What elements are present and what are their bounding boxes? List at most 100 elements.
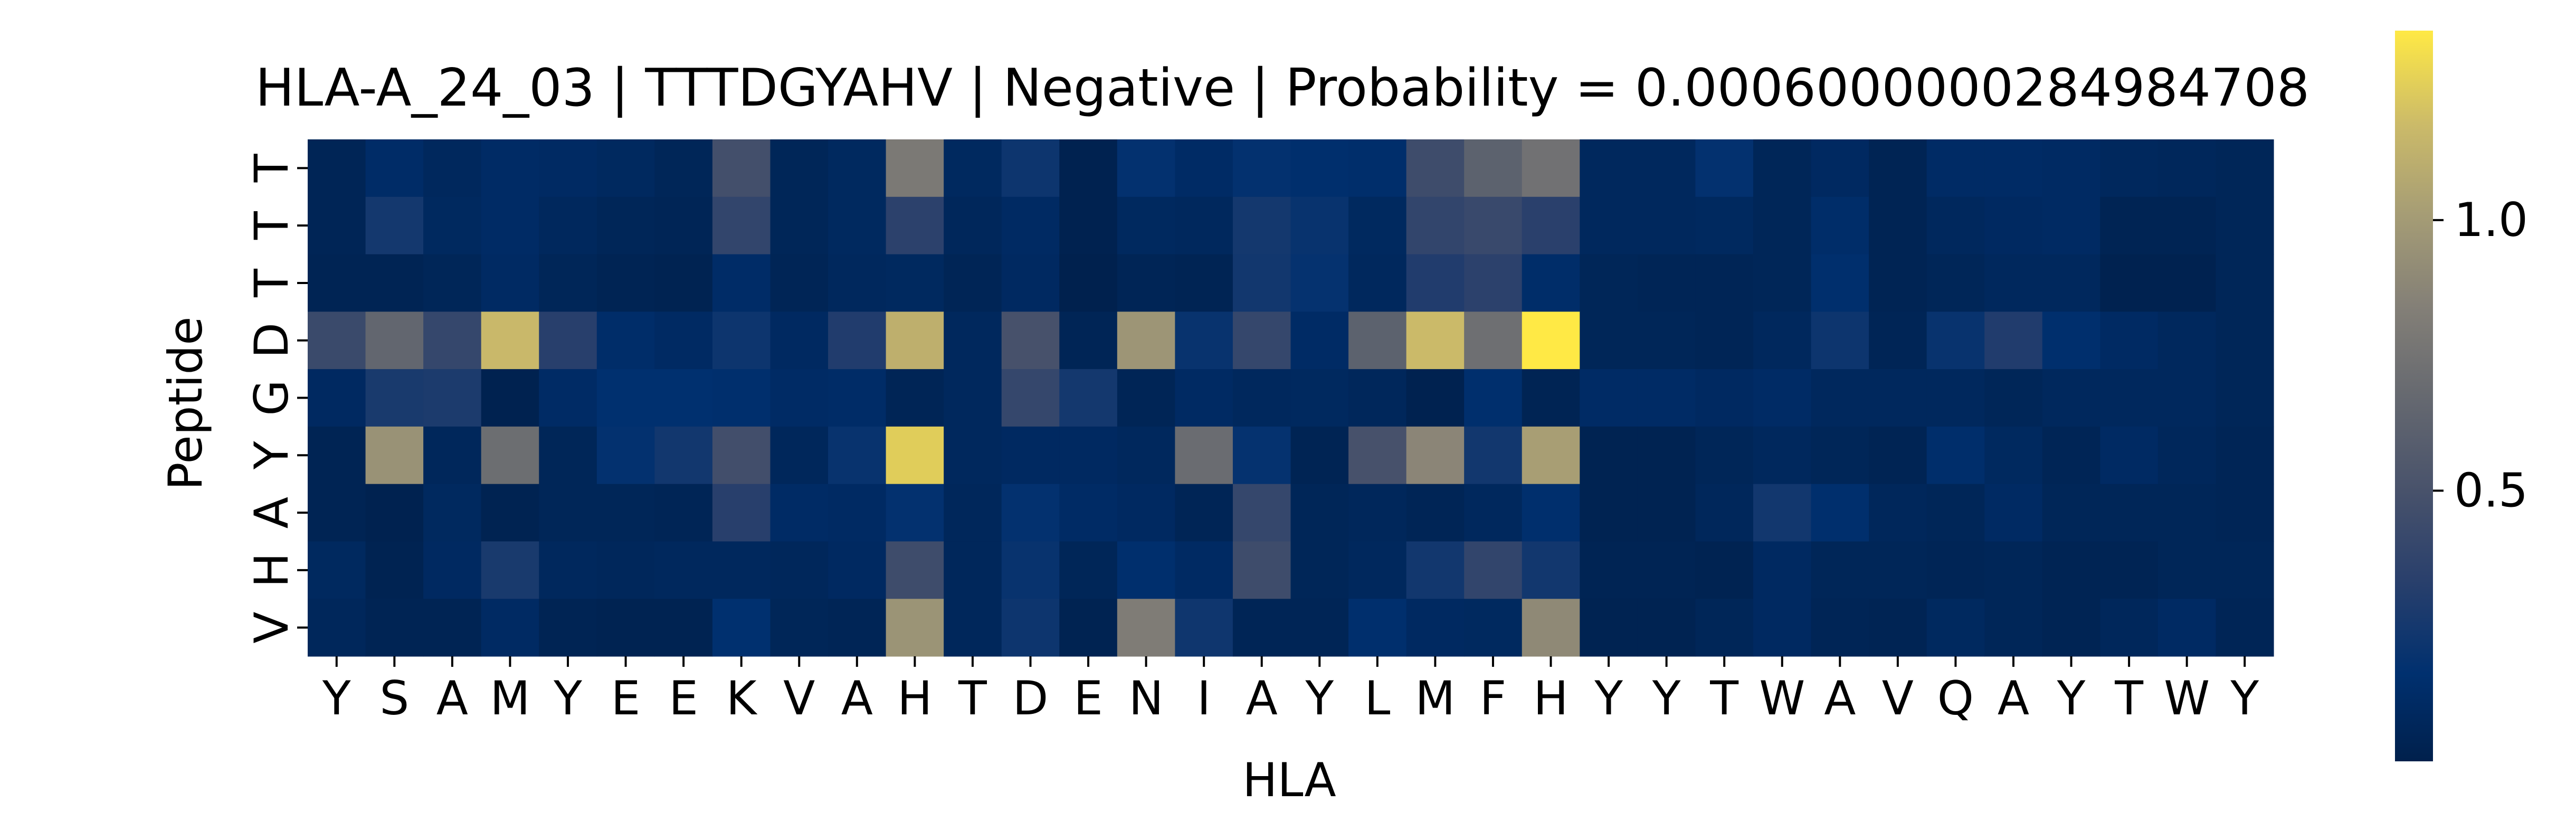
heatmap-cell	[1059, 254, 1118, 312]
heatmap-cell	[1580, 312, 1638, 370]
heatmap-cell	[1290, 484, 1349, 542]
heatmap-cell	[1695, 541, 1754, 599]
heatmap-cell	[712, 312, 771, 370]
heatmap-cell	[886, 541, 944, 599]
heatmap-cell	[1290, 196, 1349, 255]
heatmap-cell	[1580, 541, 1638, 599]
heatmap-cell	[365, 312, 424, 370]
heatmap-cell	[2042, 369, 2100, 427]
heatmap-cell	[1637, 484, 1696, 542]
heatmap-cell	[886, 139, 944, 197]
heatmap-cell	[1695, 369, 1754, 427]
heatmap-cell	[1001, 139, 1060, 197]
heatmap-cell	[1406, 426, 1465, 485]
heatmap-cell	[423, 599, 482, 657]
heatmap-cell	[1869, 254, 1927, 312]
heatmap-cell	[2216, 426, 2274, 485]
heatmap-cell	[1406, 196, 1465, 255]
heatmap-cell	[1811, 254, 1869, 312]
heatmap-cell	[2157, 369, 2217, 427]
x-tick-label: Y	[2230, 671, 2259, 725]
heatmap-cell	[596, 312, 655, 370]
heatmap-cell	[1522, 139, 1580, 197]
heatmap-cell	[944, 254, 1002, 312]
x-tick-label: E	[669, 671, 698, 725]
heatmap-cell	[1926, 484, 1985, 542]
heatmap-cell	[1984, 426, 2043, 485]
heatmap-cell	[1117, 484, 1175, 542]
heatmap-cell	[770, 426, 829, 485]
heatmap-cell	[1464, 312, 1523, 370]
heatmap-cell	[828, 484, 887, 542]
heatmap-cell	[1406, 254, 1465, 312]
heatmap-cell	[1522, 312, 1580, 370]
heatmap-cell	[1926, 196, 1985, 255]
heatmap-cell	[2216, 139, 2274, 197]
heatmap-cell	[1984, 541, 2043, 599]
heatmap-cell	[539, 312, 597, 370]
heatmap-cell	[481, 484, 539, 542]
heatmap-cell	[1348, 484, 1407, 542]
x-tick-label: F	[1480, 671, 1507, 725]
heatmap-cell	[1117, 139, 1175, 197]
x-tick-label: A	[1246, 671, 1278, 725]
heatmap-cell	[539, 369, 597, 427]
heatmap-cell	[539, 599, 597, 657]
heatmap-cell	[1695, 254, 1754, 312]
heatmap-cell	[308, 599, 366, 657]
heatmap-cell	[596, 541, 655, 599]
y-tick-label: A	[244, 497, 299, 528]
heatmap-cell	[1869, 426, 1927, 485]
heatmap-cell	[712, 599, 771, 657]
heatmap-cell	[1175, 139, 1233, 197]
heatmap-cell	[654, 312, 713, 370]
heatmap-cell	[596, 484, 655, 542]
heatmap-cell	[1232, 599, 1291, 657]
heatmap-cell	[1869, 312, 1927, 370]
heatmap-cell	[1580, 426, 1638, 485]
heatmap-cell	[2216, 196, 2274, 255]
heatmap-cell	[1811, 599, 1869, 657]
heatmap-cell	[712, 426, 771, 485]
x-tick-label: M	[1415, 671, 1455, 725]
heatmap-cell	[1637, 599, 1696, 657]
heatmap-cell	[1637, 426, 1696, 485]
heatmap-cell	[481, 196, 539, 255]
x-tick-label: H	[1533, 671, 1568, 725]
heatmap-cell	[1926, 312, 1985, 370]
heatmap-cell	[2157, 484, 2217, 542]
heatmap-cell	[1869, 541, 1927, 599]
heatmap-cell	[308, 369, 366, 427]
heatmap-cell	[2157, 139, 2217, 197]
heatmap-cell	[712, 196, 771, 255]
heatmap-cell	[1059, 139, 1118, 197]
x-tick-label: A	[1824, 671, 1856, 725]
heatmap-cell	[1175, 196, 1233, 255]
heatmap-cell	[2100, 196, 2159, 255]
x-tick-label: I	[1197, 671, 1211, 725]
heatmap-cell	[1753, 312, 1812, 370]
x-tick-label: E	[611, 671, 641, 725]
heatmap-cell	[1869, 599, 1927, 657]
heatmap-cell	[1406, 599, 1465, 657]
x-tick-label: K	[726, 671, 758, 725]
heatmap-cell	[423, 254, 482, 312]
heatmap-cell	[1984, 599, 2043, 657]
heatmap-cell	[423, 196, 482, 255]
heatmap-cell	[1637, 369, 1696, 427]
heatmap-cell	[539, 254, 597, 312]
heatmap-cell	[1753, 139, 1812, 197]
heatmap-cell	[1869, 196, 1927, 255]
x-tick-label: Y	[322, 671, 351, 725]
y-tick-label: T	[244, 211, 299, 240]
heatmap-cell	[1175, 484, 1233, 542]
heatmap-cell	[1926, 139, 1985, 197]
x-tick-label: H	[897, 671, 932, 725]
heatmap-cell	[1984, 312, 2043, 370]
heatmap-cell	[1117, 541, 1175, 599]
heatmap-cell	[1290, 426, 1349, 485]
heatmap-cell	[1290, 254, 1349, 312]
heatmap-cell	[1232, 196, 1291, 255]
heatmap-cell	[2042, 426, 2100, 485]
heatmap-cell	[1811, 196, 1869, 255]
